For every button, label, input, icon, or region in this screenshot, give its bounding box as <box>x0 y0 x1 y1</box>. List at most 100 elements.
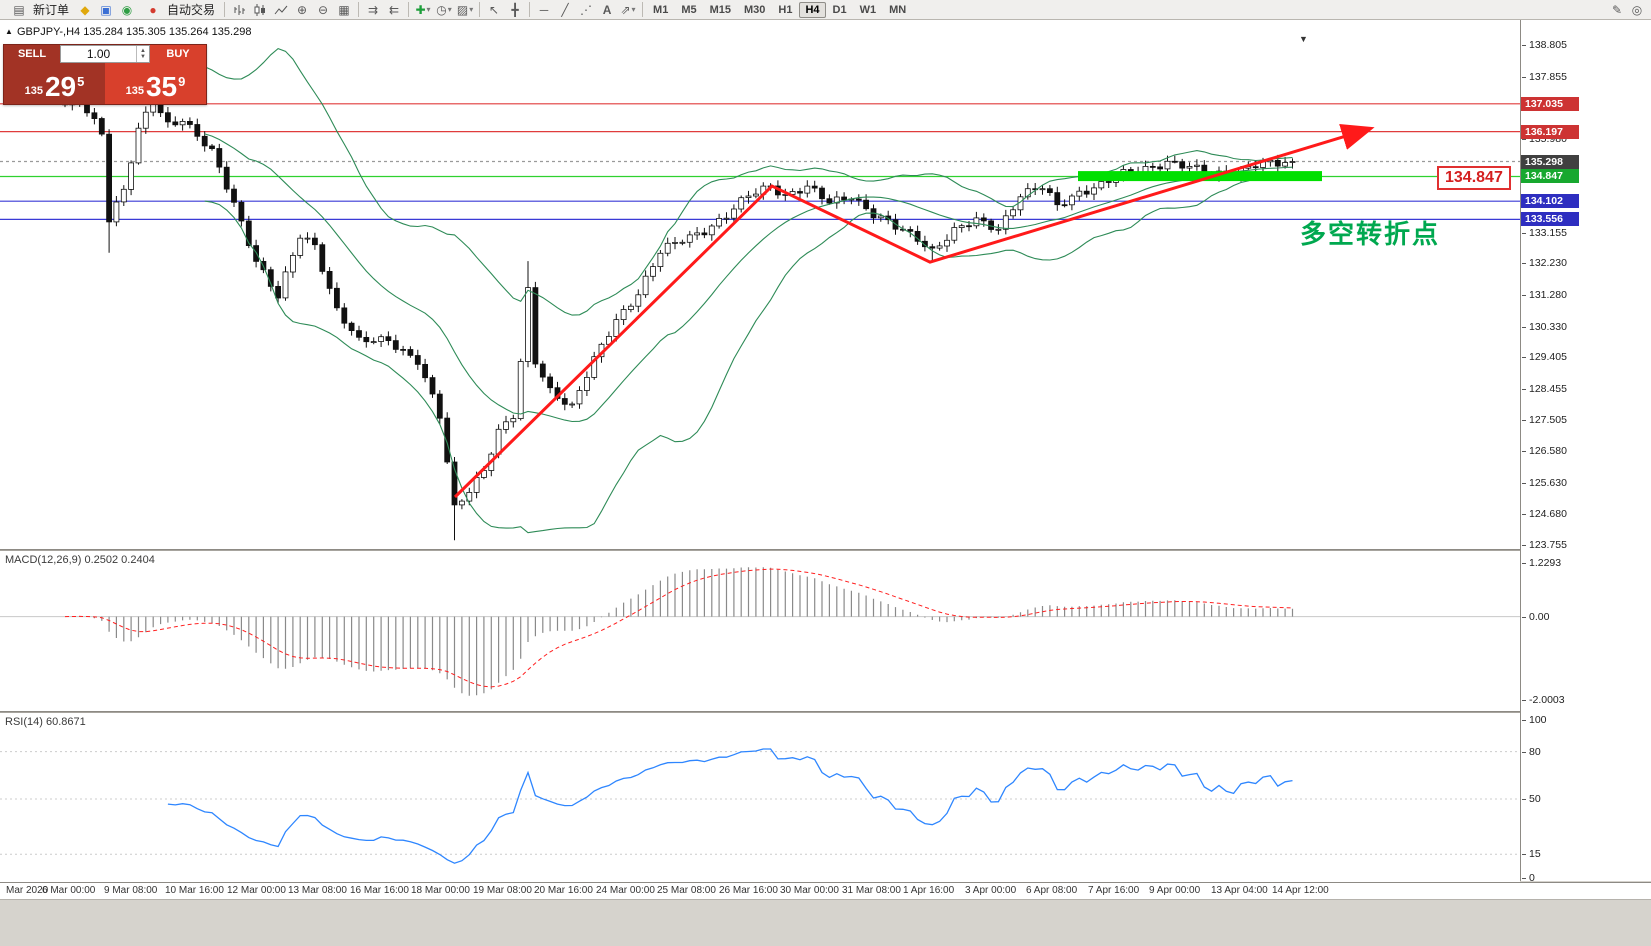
periods-icon[interactable]: ◷ ▾ <box>436 2 452 17</box>
time-label: 12 Mar 00:00 <box>227 885 286 896</box>
chart-shift-marker[interactable]: ▼ <box>1299 34 1308 44</box>
community-icon[interactable]: ▣ <box>100 2 112 17</box>
line-chart-icon[interactable] <box>271 1 291 19</box>
trendline-icon[interactable]: ╱ <box>561 2 569 17</box>
candles-layer <box>62 86 1296 541</box>
chart-shift-icon[interactable]: ⇇ <box>389 2 400 17</box>
time-label: 9 Mar 08:00 <box>104 885 158 896</box>
timeframe-mn[interactable]: MN <box>889 3 907 16</box>
rsi-scale-label: 80 <box>1521 746 1541 758</box>
price-tick: 128.455 <box>1521 383 1567 395</box>
zoom-out-icon[interactable]: ⊖ <box>318 2 329 17</box>
cursor-icon[interactable]: ↖ <box>489 2 500 17</box>
tile-windows-icon[interactable]: ▦ <box>338 2 350 17</box>
rsi-scale-label: 15 <box>1521 848 1541 860</box>
sell-tab[interactable]: SELL <box>4 45 60 63</box>
timeframe-d1[interactable]: D1 <box>832 3 847 16</box>
price-tick: 129.405 <box>1521 351 1567 363</box>
main-toolbar: ▤ 新订单 ◆ ▣ ◉ ● 自动交易 ⊕ ⊖ ▦ ⇉ ⇇ ✚ ▾ ◷ ▾ ▨ ▾ ↖ … <box>0 0 1651 20</box>
time-label: 13 Apr 04:00 <box>1211 885 1268 896</box>
macd-panel[interactable] <box>0 551 1520 712</box>
rsi-label: RSI(14) 60.8671 <box>5 716 86 728</box>
horizontal-line-icon[interactable]: ─ <box>539 2 549 17</box>
mql5-icon[interactable]: ◆ <box>80 2 90 17</box>
toolbar-separator <box>224 2 226 17</box>
timeframe-h4[interactable]: H4 <box>799 1 826 18</box>
templates-icon[interactable]: ▨ ▾ <box>456 2 474 17</box>
timeframe-m30[interactable]: M30 <box>744 3 766 16</box>
rsi-panel[interactable] <box>0 713 1520 882</box>
window-footer <box>0 899 1651 946</box>
price-line-label: 133.556 <box>1521 212 1579 227</box>
price-tick: 124.680 <box>1521 508 1567 520</box>
volume-up-icon[interactable]: ▲ <box>140 48 146 54</box>
symbol-ohlc-line: GBPJPY-,H4 135.284 135.305 135.264 135.2… <box>17 26 252 38</box>
rsi-line <box>167 748 1293 864</box>
time-label: 1 Apr 16:00 <box>903 885 955 896</box>
time-label: Mar 2020 <box>6 885 49 896</box>
bar-chart-icon[interactable] <box>229 1 249 19</box>
sell-price-big: 29 <box>44 71 77 102</box>
time-label: 16 Mar 16:00 <box>350 885 409 896</box>
auto-trading-button[interactable]: ● 自动交易 <box>138 1 220 19</box>
sell-button[interactable]: 135 29 5 <box>4 63 105 104</box>
price-tick: 127.505 <box>1521 414 1567 426</box>
price-line-label: 136.197 <box>1521 124 1579 139</box>
rsi-scale-label: 0 <box>1521 872 1535 884</box>
volume-stepper[interactable]: ▲ ▼ <box>136 46 149 62</box>
new-order-button[interactable]: ▤ 新订单 <box>4 1 74 19</box>
panel-splitter[interactable] <box>0 549 1651 551</box>
panel-splitter[interactable] <box>0 711 1651 713</box>
timeframe-w1[interactable]: W1 <box>859 3 877 16</box>
indicators-icon[interactable]: ✚ ▾ <box>415 2 431 17</box>
volume-field[interactable]: 1.00 ▲ ▼ <box>60 45 150 63</box>
zoom-in-icon[interactable]: ⊕ <box>297 2 308 17</box>
pencil-icon[interactable]: ✎ <box>1611 2 1623 17</box>
buy-button[interactable]: 135 35 9 <box>105 63 206 104</box>
toolbar-separator <box>408 2 410 17</box>
main-chart[interactable] <box>0 20 1520 549</box>
buy-price-sup: 9 <box>178 74 186 89</box>
time-label: 6 Apr 08:00 <box>1026 885 1078 896</box>
search-icon[interactable]: ◎ <box>1631 2 1643 17</box>
text-tool-icon[interactable]: A <box>602 2 612 17</box>
auto-scroll-icon[interactable]: ⇉ <box>368 2 379 17</box>
new-order-icon: ▤ <box>13 2 25 17</box>
time-label: 25 Mar 08:00 <box>657 885 716 896</box>
one-click-collapse-toggle[interactable]: ▲ <box>5 27 13 36</box>
crosshair-icon[interactable]: ╋ <box>511 2 519 17</box>
arrows-tool-icon[interactable]: ⇗ ▾ <box>620 2 636 17</box>
macd-scale-label: 1.2293 <box>1521 557 1561 569</box>
new-order-label: 新订单 <box>33 3 70 17</box>
volume-down-icon[interactable]: ▼ <box>140 54 146 60</box>
price-axis[interactable]: 138.805137.855136.905135.980135.030134.1… <box>1520 20 1651 884</box>
time-label: 24 Mar 00:00 <box>596 885 655 896</box>
buy-price-big: 35 <box>145 71 178 102</box>
time-label: 14 Apr 12:00 <box>1272 885 1329 896</box>
price-line-label: 134.847 <box>1521 169 1579 184</box>
refresh-icon[interactable]: ◉ <box>121 2 133 17</box>
chinese-annotation[interactable]: 多空转折点 <box>1300 220 1441 250</box>
support-zone-layer[interactable] <box>1078 171 1322 182</box>
timeframe-m15[interactable]: M15 <box>709 3 731 16</box>
time-label: 6 Mar 00:00 <box>42 885 96 896</box>
time-label: 7 Apr 16:00 <box>1088 885 1140 896</box>
price-tick: 123.755 <box>1521 539 1567 551</box>
timeframe-m5[interactable]: M5 <box>681 3 697 16</box>
toolbar-separator <box>358 2 360 17</box>
volume-value[interactable]: 1.00 <box>86 47 111 61</box>
toolbar-separator <box>642 2 644 17</box>
rsi-scale-label: 100 <box>1521 714 1547 726</box>
time-label: 18 Mar 00:00 <box>411 885 470 896</box>
buy-tab[interactable]: BUY <box>150 45 206 63</box>
price-tick: 132.230 <box>1521 257 1567 269</box>
channel-icon[interactable]: ⋰ <box>580 2 593 17</box>
support-price-callout[interactable]: 134.847 <box>1437 166 1511 190</box>
timeframe-m1[interactable]: M1 <box>653 3 669 16</box>
timeframe-h1[interactable]: H1 <box>778 3 793 16</box>
price-line-label: 135.298 <box>1521 154 1579 169</box>
trend-arrow-layer[interactable] <box>453 123 1375 499</box>
time-axis[interactable]: Mar 2020 6 Mar 00:00 9 Mar 08:00 10 Mar 16:… <box>0 882 1651 899</box>
candlestick-chart-icon[interactable] <box>250 1 270 19</box>
